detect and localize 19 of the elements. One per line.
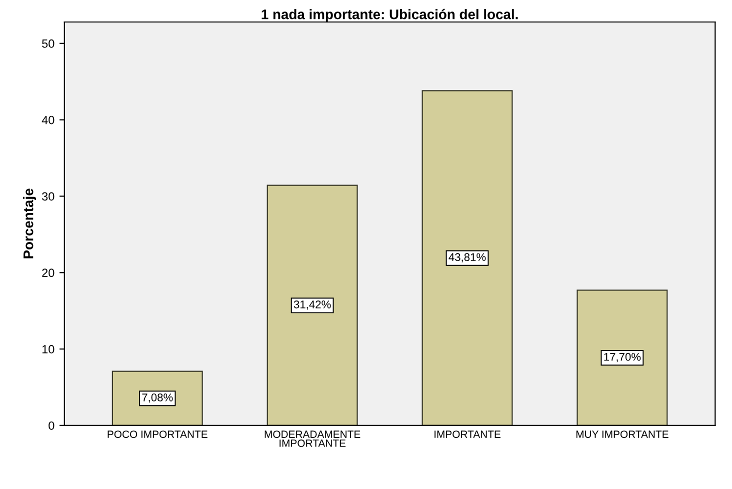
x-tick-label: MODERADAMENTE IMPORTANTE [264,430,360,447]
y-tick-label: 20 [42,268,54,278]
data-label: 43,81% [448,253,486,262]
y-tick-label: 10 [42,345,54,354]
data-label: 7,08% [142,393,173,403]
y-tick-label: 40 [42,116,54,124]
data-label: 17,70% [604,352,641,362]
bar [576,290,668,426]
y-tick-label: 30 [42,192,54,201]
x-tick-label: MUY IMPORTANTE [576,430,668,438]
y-tick-label: 0 [48,421,54,430]
x-tick-label: IMPORTANTE [434,430,500,438]
data-label: 31,42% [294,300,331,310]
y-axis-title: Porcentaje [23,188,36,258]
bar [422,90,513,426]
y-tick-label: 50 [42,39,54,48]
chart-title: 1 nada importante: Ubicación del local. [262,8,518,22]
bar [266,184,358,426]
x-tick-label: POCO IMPORTANTE [108,430,208,438]
